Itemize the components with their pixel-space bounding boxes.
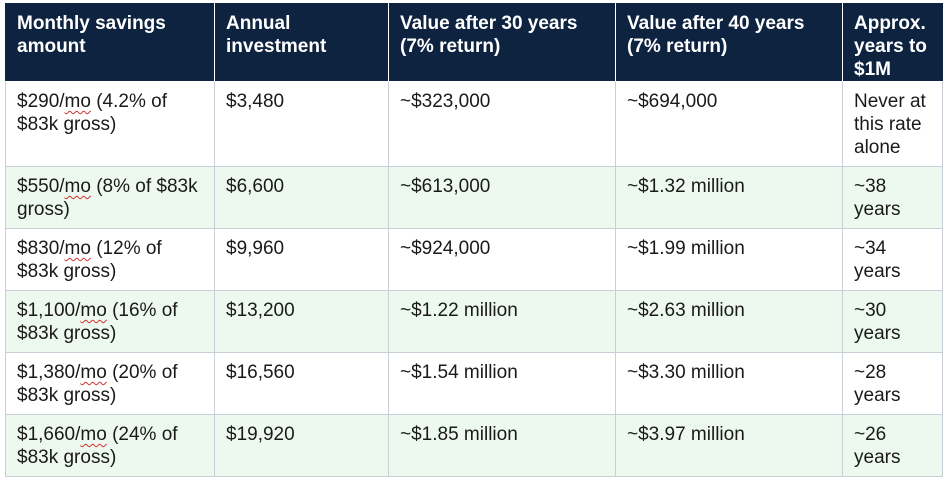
cell-value-30-years: ~$924,000 (388, 228, 616, 291)
monthly-amount: $830/ (17, 238, 65, 259)
cell-value-30-years: ~$1.22 million (388, 290, 616, 353)
cell-years-to-1m: ~30 years (842, 290, 943, 353)
cell-value-30-years: ~$1.54 million (388, 352, 616, 415)
monthly-unit: mo (64, 91, 91, 112)
cell-monthly-savings: $1,660/mo (24% of $83k gross) (5, 414, 215, 477)
savings-table: Monthly savings amount Annual investment… (5, 3, 943, 477)
header-value-30-years: Value after 30 years (7% return) (388, 3, 616, 82)
monthly-percent: (12% of $83k gross) (17, 238, 162, 282)
header-value-40-years: Value after 40 years (7% return) (615, 3, 843, 82)
monthly-percent: (8% of $83k gross) (17, 176, 198, 220)
table-row: $1,100/mo (16% of $83k gross) $13,200 ~$… (5, 290, 943, 353)
table-row: $550/mo (8% of $83k gross) $6,600 ~$613,… (5, 166, 943, 229)
table-row: $830/mo (12% of $83k gross) $9,960 ~$924… (5, 228, 943, 291)
cell-annual-investment: $3,480 (214, 81, 389, 167)
table-row: $1,660/mo (24% of $83k gross) $19,920 ~$… (5, 414, 943, 477)
cell-value-30-years: ~$613,000 (388, 166, 616, 229)
header-years-to-1m: Approx. years to $1M (842, 3, 943, 82)
monthly-unit: mo (80, 362, 107, 383)
table-row: $1,380/mo (20% of $83k gross) $16,560 ~$… (5, 352, 943, 415)
monthly-unit: mo (80, 424, 107, 445)
cell-monthly-savings: $1,100/mo (16% of $83k gross) (5, 290, 215, 353)
cell-value-30-years: ~$323,000 (388, 81, 616, 167)
cell-monthly-savings: $290/mo (4.2% of $83k gross) (5, 81, 215, 167)
cell-value-40-years: ~$1.99 million (615, 228, 843, 291)
cell-annual-investment: $9,960 (214, 228, 389, 291)
cell-years-to-1m: ~38 years (842, 166, 943, 229)
header-row: Monthly savings amount Annual investment… (5, 3, 943, 82)
cell-value-30-years: ~$1.85 million (388, 414, 616, 477)
monthly-amount: $1,380/ (17, 362, 81, 383)
monthly-unit: mo (80, 300, 107, 321)
monthly-amount: $1,100/ (17, 300, 81, 321)
cell-years-to-1m: Never at this rate alone (842, 81, 943, 167)
cell-value-40-years: ~$2.63 million (615, 290, 843, 353)
cell-value-40-years: ~$1.32 million (615, 166, 843, 229)
monthly-percent: (4.2% of $83k gross) (17, 91, 167, 135)
monthly-unit: mo (64, 176, 91, 197)
cell-years-to-1m: ~26 years (842, 414, 943, 477)
cell-value-40-years: ~$694,000 (615, 81, 843, 167)
cell-annual-investment: $6,600 (214, 166, 389, 229)
cell-monthly-savings: $830/mo (12% of $83k gross) (5, 228, 215, 291)
monthly-unit: mo (64, 238, 91, 259)
table-row: $290/mo (4.2% of $83k gross) $3,480 ~$32… (5, 81, 943, 167)
monthly-percent: (16% of $83k gross) (17, 300, 178, 344)
table-body: $290/mo (4.2% of $83k gross) $3,480 ~$32… (5, 81, 943, 477)
header-monthly-savings: Monthly savings amount (5, 3, 215, 82)
monthly-percent: (24% of $83k gross) (17, 424, 178, 468)
cell-annual-investment: $16,560 (214, 352, 389, 415)
monthly-percent: (20% of $83k gross) (17, 362, 178, 406)
table-header: Monthly savings amount Annual investment… (5, 3, 943, 82)
cell-years-to-1m: ~34 years (842, 228, 943, 291)
cell-value-40-years: ~$3.97 million (615, 414, 843, 477)
cell-annual-investment: $13,200 (214, 290, 389, 353)
cell-annual-investment: $19,920 (214, 414, 389, 477)
cell-monthly-savings: $1,380/mo (20% of $83k gross) (5, 352, 215, 415)
cell-value-40-years: ~$3.30 million (615, 352, 843, 415)
monthly-amount: $290/ (17, 91, 65, 112)
monthly-amount: $550/ (17, 176, 65, 197)
cell-monthly-savings: $550/mo (8% of $83k gross) (5, 166, 215, 229)
cell-years-to-1m: ~28 years (842, 352, 943, 415)
header-annual-investment: Annual investment (214, 3, 389, 82)
monthly-amount: $1,660/ (17, 424, 81, 445)
